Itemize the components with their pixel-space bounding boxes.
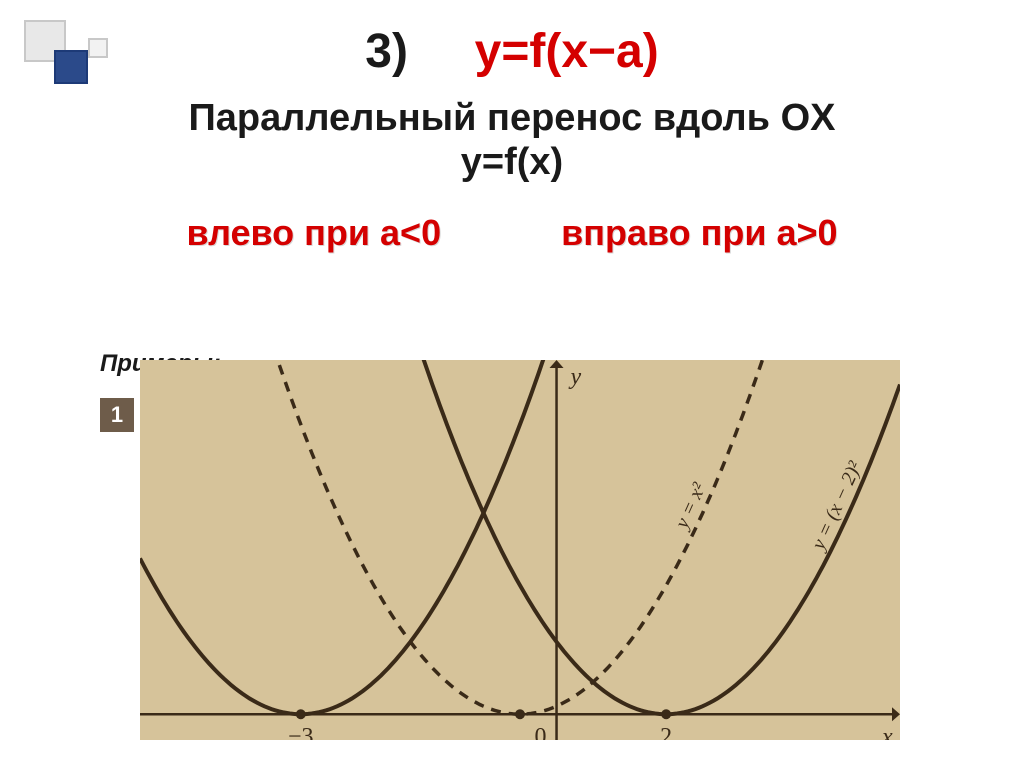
chart-svg: xy−302y = (x + 3)²y = x²y = (x − 2)² — [140, 360, 900, 740]
title-number: 3) — [365, 25, 408, 78]
conditions-row: влево при a<0 вправо при a>0 — [0, 212, 1024, 254]
svg-text:0: 0 — [535, 724, 547, 740]
condition-left: влево при a<0 — [186, 212, 441, 254]
subtitle-line2: y=f(x) — [0, 141, 1024, 185]
deco-sq-blue — [54, 50, 88, 84]
example-number: 1 — [111, 402, 123, 428]
example-number-badge: 1 — [100, 398, 134, 432]
title-formula: y=f(x−a) — [475, 25, 659, 78]
deco-sq-small — [88, 38, 108, 58]
svg-text:−3: −3 — [288, 724, 314, 740]
chart: xy−302y = (x + 3)²y = x²y = (x − 2)² — [140, 360, 900, 740]
condition-right: вправо при a>0 — [561, 212, 837, 254]
subtitle-line1: Параллельный перенос вдоль OX — [0, 97, 1024, 141]
svg-text:y: y — [569, 364, 582, 390]
svg-text:x: x — [881, 724, 893, 740]
subtitle: Параллельный перенос вдоль OX y=f(x) — [0, 97, 1024, 184]
slide-title: 3) y=f(x−a) — [0, 0, 1024, 79]
svg-text:2: 2 — [660, 724, 672, 740]
